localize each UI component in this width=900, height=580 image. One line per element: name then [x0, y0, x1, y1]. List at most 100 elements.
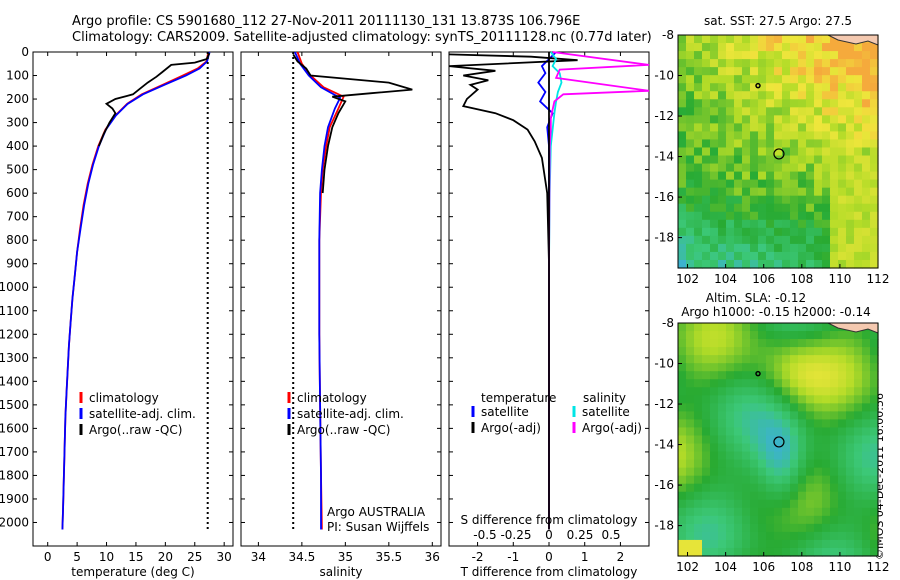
difference-xlabel: T difference from climatology	[460, 565, 638, 579]
map-cell	[734, 395, 743, 404]
map-cell	[806, 371, 815, 380]
map-cell	[750, 547, 759, 557]
map-cell	[790, 443, 799, 453]
map-cell	[750, 355, 759, 364]
map-cell	[766, 363, 775, 372]
map-cell	[726, 115, 735, 124]
map-cell	[702, 83, 711, 92]
map-cell	[726, 435, 735, 445]
map-cell	[790, 67, 799, 76]
map-cell	[782, 171, 791, 181]
map-cell	[686, 107, 695, 116]
map-cell	[846, 83, 855, 92]
map-cell	[718, 531, 727, 541]
map-cell	[790, 131, 799, 141]
map-cell	[766, 387, 775, 396]
map-cell	[686, 419, 695, 429]
map-cell	[710, 259, 719, 269]
map-cell	[870, 187, 879, 197]
map-cell	[782, 379, 791, 388]
map-cell	[790, 339, 799, 348]
map-cell	[862, 523, 871, 533]
map-cell	[718, 83, 727, 92]
map-cell	[734, 379, 743, 388]
map-cell	[822, 499, 831, 509]
map-cell	[710, 499, 719, 509]
map-cell	[678, 203, 687, 213]
map-cell	[822, 523, 831, 533]
map-cell	[742, 347, 751, 356]
map-cell	[838, 499, 847, 509]
map-cell	[750, 523, 759, 533]
salinity-xlabel: salinity	[319, 565, 362, 579]
map-cell	[830, 515, 839, 525]
map-cell	[862, 123, 871, 133]
map-cell	[686, 83, 695, 92]
map-cell	[742, 147, 751, 157]
map-cell	[718, 539, 727, 549]
map-cell	[838, 491, 847, 501]
map-cell	[742, 507, 751, 517]
map-cell	[870, 395, 879, 404]
map-cell	[854, 235, 863, 245]
map-cell	[718, 251, 727, 261]
map-cell	[782, 531, 791, 541]
map-cell	[702, 523, 711, 533]
map-cell	[726, 171, 735, 181]
map-cell	[726, 499, 735, 509]
map-cell	[854, 539, 863, 549]
map-cell	[862, 491, 871, 501]
map-cell	[790, 147, 799, 157]
map-cell	[814, 355, 823, 364]
map-cell	[742, 259, 751, 269]
map-cell	[710, 67, 719, 76]
map-cell	[790, 515, 799, 525]
map-cell	[798, 475, 807, 485]
map-cell	[726, 155, 735, 165]
map-cell	[814, 331, 823, 340]
map-cell	[774, 523, 783, 533]
map-cell	[814, 427, 823, 437]
map-cell	[694, 411, 703, 421]
temperature-series-argo	[98, 52, 211, 147]
map-cell	[838, 131, 847, 141]
sst-track-point	[755, 82, 761, 89]
map-cell	[814, 539, 823, 549]
map-cell	[774, 251, 783, 261]
map-cell	[718, 379, 727, 388]
sla-map-title: Altim. SLA: -0.12	[706, 291, 806, 305]
salinity-xtick-label: 34.5	[289, 550, 316, 564]
map-cell	[790, 235, 799, 245]
map-cell	[846, 547, 855, 557]
map-cell	[758, 339, 767, 348]
map-cell	[782, 67, 791, 76]
map-cell	[814, 139, 823, 149]
temperature-legend-item: satellite-adj. clim.	[89, 407, 196, 421]
map-cell	[750, 411, 759, 421]
map-cell	[734, 483, 743, 493]
sla-lon-tick-label: 112	[867, 560, 890, 574]
map-cell	[734, 547, 743, 557]
map-cell	[686, 467, 695, 477]
map-cell	[742, 531, 751, 541]
map-cell	[846, 331, 855, 340]
map-cell	[782, 163, 791, 173]
map-cell	[814, 91, 823, 100]
map-cell	[870, 163, 879, 173]
map-cell	[694, 427, 703, 437]
map-cell	[830, 259, 839, 269]
map-cell	[718, 491, 727, 501]
map-cell	[862, 187, 871, 197]
map-cell	[798, 435, 807, 445]
map-cell	[838, 107, 847, 116]
map-cell	[814, 187, 823, 197]
map-cell	[846, 131, 855, 141]
map-cell	[694, 443, 703, 453]
map-cell	[758, 499, 767, 509]
salinity-legend-item: climatology	[297, 391, 367, 405]
map-cell	[822, 75, 831, 84]
map-cell	[702, 171, 711, 181]
map-cell	[678, 227, 687, 237]
map-cell	[782, 115, 791, 124]
map-cell	[686, 507, 695, 517]
